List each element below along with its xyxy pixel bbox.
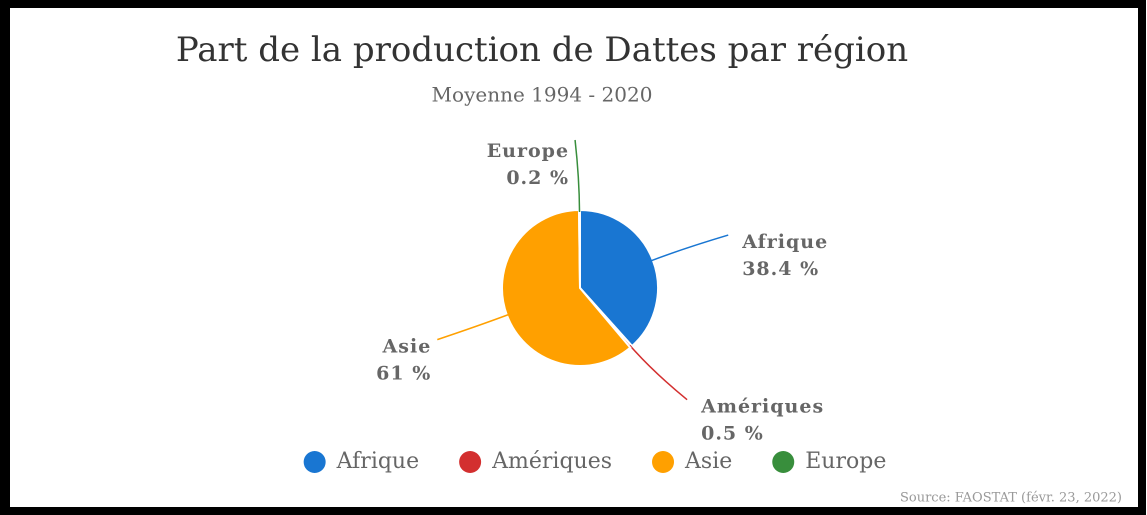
leader-line: [574, 139, 581, 213]
slice-label-value: 38.4 %: [742, 258, 819, 280]
legend-label: Asie: [684, 449, 732, 474]
slice-label-name: Afrique: [741, 231, 828, 253]
slice-label-name: Amériques: [700, 396, 824, 418]
slice-label-name: Europe: [487, 140, 569, 162]
leader-line: [629, 344, 688, 401]
leader-line: [650, 234, 729, 262]
slice-label-value: 0.5 %: [701, 423, 764, 445]
slice-label-value: 0.2 %: [506, 167, 569, 189]
frame-left: [0, 0, 10, 515]
legend-marker: [459, 451, 482, 473]
legend-marker: [652, 451, 675, 473]
legend-label: Amériques: [491, 449, 612, 474]
leader-line: [437, 313, 510, 341]
legend-marker: [772, 451, 795, 473]
slice-label-value: 61 %: [376, 363, 431, 385]
legend-label: Europe: [805, 449, 886, 474]
chart-title: Part de la production de Dattes par régi…: [176, 30, 908, 70]
chart-subtitle: Moyenne 1994 - 2020: [432, 83, 653, 107]
legend-marker: [303, 451, 326, 473]
pie-slice: [578, 208, 581, 289]
slice-label-name: Asie: [382, 336, 432, 358]
source: Source: FAOSTAT (févr. 23, 2022): [900, 491, 1122, 506]
legend-label: Afrique: [336, 449, 419, 474]
